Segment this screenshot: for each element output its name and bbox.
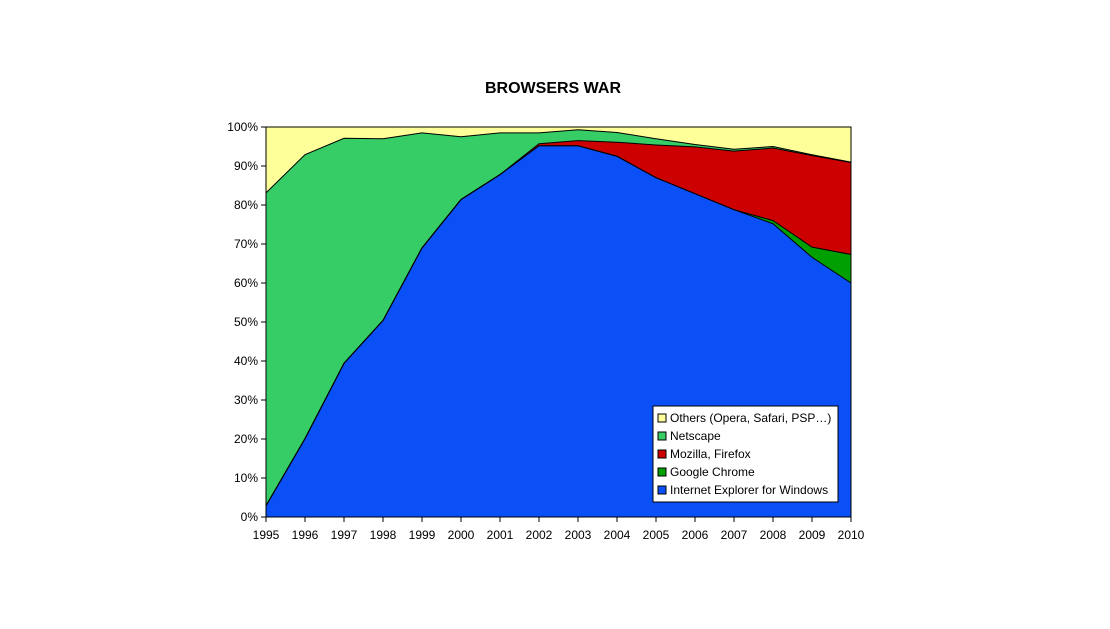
x-tick-label: 2007: [721, 528, 748, 542]
y-tick-label: 50%: [234, 315, 258, 329]
legend-label-google-chrome: Google Chrome: [670, 465, 755, 479]
legend-box: [652, 405, 839, 503]
y-tick-label: 0%: [241, 510, 259, 524]
x-tick-label: 1995: [253, 528, 280, 542]
y-tick-label: 100%: [227, 120, 258, 134]
legend-label-internet-explorer-for-windows: Internet Explorer for Windows: [670, 483, 828, 497]
chart-title: BROWSERS WAR: [485, 80, 621, 97]
x-tick-label: 1996: [292, 528, 319, 542]
area-series-mozilla-firefox: [266, 140, 851, 506]
x-tick-label: 2009: [799, 528, 826, 542]
legend-swatch-google-chrome: [657, 467, 667, 477]
legend-label-netscape: Netscape: [670, 429, 721, 443]
area-series-netscape: [266, 129, 851, 506]
x-tick-label: 2000: [448, 528, 475, 542]
y-tick-label: 90%: [234, 159, 258, 173]
legend-label-others-opera-safari-psp: Others (Opera, Safari, PSP…): [670, 411, 831, 425]
y-tick-label: 10%: [234, 471, 258, 485]
y-tick-label: 60%: [234, 276, 258, 290]
x-tick-label: 2002: [526, 528, 553, 542]
x-tick-label: 1997: [331, 528, 358, 542]
x-tick-label: 2010: [838, 528, 865, 542]
x-tick-label: 2005: [643, 528, 670, 542]
legend-swatch-netscape: [657, 431, 667, 441]
area-series-others-opera-safari-psp: [266, 127, 851, 193]
y-tick-label: 80%: [234, 198, 258, 212]
legend-label-mozilla-firefox: Mozilla, Firefox: [670, 447, 751, 461]
axes: 0% 10% 20% 30% 40% 50% 60% 70% 80% 90% 100% 1995 199…: [227, 120, 864, 542]
x-tick-label: 2006: [682, 528, 709, 542]
y-tick-label: 30%: [234, 393, 258, 407]
x-tick-label: 2008: [760, 528, 787, 542]
legend-swatch-others-opera-safari-psp: [657, 413, 667, 423]
legend-swatch-mozilla-firefox: [657, 449, 667, 459]
x-tick-label: 2001: [487, 528, 514, 542]
x-tick-label: 2004: [604, 528, 631, 542]
legend-swatch-internet-explorer-for-windows: [657, 485, 667, 495]
series-boundary-mozilla-firefox: [265, 140, 852, 506]
y-tick-label: 40%: [234, 354, 258, 368]
series-boundary-netscape: [265, 129, 852, 194]
x-tick-label: 1999: [409, 528, 436, 542]
y-tick-label: 20%: [234, 432, 258, 446]
legend: Others (Opera, Safari, PSP…) Netscape Mozi…: [652, 405, 839, 503]
x-tick-label: 2003: [565, 528, 592, 542]
y-tick-label: 70%: [234, 237, 258, 251]
x-tick-label: 1998: [370, 528, 397, 542]
